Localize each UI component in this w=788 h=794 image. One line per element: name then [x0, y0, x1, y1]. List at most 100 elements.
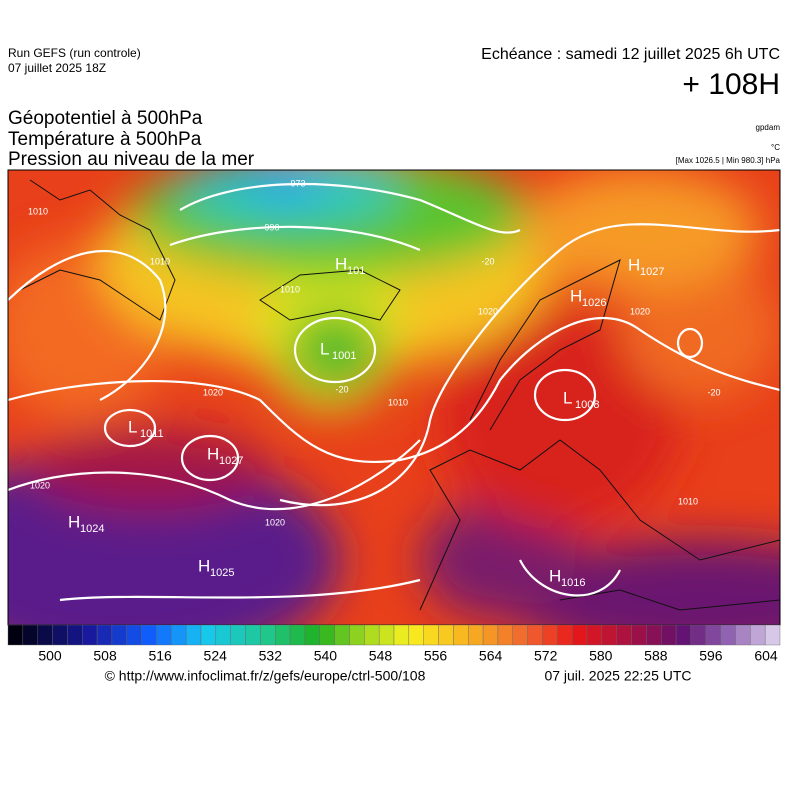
center-letter: L	[320, 339, 329, 358]
isobar-label: 1010	[280, 284, 300, 294]
colorbar-swatch	[245, 624, 261, 646]
title: Géopotentiel à 500hPa	[8, 108, 203, 129]
colorbar-label: 564	[479, 648, 503, 664]
colorbar-label: 596	[699, 648, 723, 664]
center-value: 1011	[140, 428, 164, 440]
colorbar-label: 540	[314, 648, 338, 664]
colorbar-swatch	[512, 624, 528, 646]
center-value: 101	[347, 265, 365, 277]
source-url: © http://www.infoclimat.fr/z/gefs/europe…	[105, 668, 426, 684]
unit: gpdam	[756, 123, 781, 132]
colorbar-swatch	[319, 624, 335, 646]
colorbar-swatch	[571, 624, 588, 646]
colorbar-swatch	[438, 624, 454, 646]
center-letter: H	[207, 444, 219, 463]
colorbar-swatch	[67, 624, 83, 646]
colorbar-swatch	[304, 624, 320, 646]
colorbar-swatch	[661, 624, 677, 646]
colorbar-swatch	[349, 624, 365, 646]
colorbar-swatch	[557, 624, 573, 646]
colorbar-label: 532	[259, 648, 283, 664]
center-letter: H	[198, 556, 210, 575]
colorbar-swatch	[675, 624, 692, 646]
center-letter: H	[549, 566, 561, 585]
colorbar-swatch	[720, 624, 736, 646]
colorbar-swatch	[423, 624, 439, 646]
colorbar-label: 580	[589, 648, 613, 664]
isobar-label: -20	[335, 384, 348, 394]
colorbar-swatch	[542, 624, 558, 646]
colorbar-swatch	[601, 624, 617, 646]
colorbar-swatch	[7, 624, 24, 646]
run-date: 07 juillet 2025 18Z	[8, 61, 106, 75]
unit: °C	[771, 143, 780, 152]
colorbar-swatch	[171, 624, 187, 646]
colorbar-swatch	[275, 624, 291, 646]
unit: [Max 1026.5 | Min 980.3] hPa	[676, 156, 781, 165]
center-letter: L	[563, 388, 572, 407]
isobars	[8, 182, 780, 602]
isobar-label: 1020	[478, 306, 498, 316]
colorbar-swatch	[111, 624, 127, 646]
colorbar-label: 548	[369, 648, 393, 664]
colorbar-swatch	[631, 624, 647, 646]
colorbar-label: 524	[204, 648, 228, 664]
colorbar-swatch	[408, 624, 424, 646]
colorbar-swatch	[690, 624, 706, 646]
map-field	[8, 170, 780, 625]
center-value: 1026	[582, 297, 606, 309]
colorbar-swatch	[735, 624, 751, 646]
center-value: 1001	[332, 350, 356, 362]
colorbar-swatch	[453, 624, 469, 646]
colorbar-swatch	[141, 624, 157, 646]
isobar-label: 1020	[265, 517, 285, 527]
colorbar-swatch	[126, 624, 142, 646]
colorbar-swatch	[750, 624, 766, 646]
isobar-label: -20	[481, 256, 494, 266]
isobar-label: 1020	[203, 387, 223, 397]
colorbar-label: 604	[754, 648, 778, 664]
colorbar-swatch	[22, 624, 38, 646]
colorbar-label: 588	[644, 648, 668, 664]
colorbar-swatch	[646, 624, 662, 646]
center-value: 1008	[575, 399, 599, 411]
center-letter: H	[628, 255, 640, 274]
colorbar-label: 500	[38, 648, 62, 664]
valid-time: Echéance : samedi 12 juillet 2025 6h UTC	[481, 46, 780, 63]
colorbar-swatch	[334, 624, 350, 646]
colorbar-swatch	[289, 624, 306, 646]
isobar-label: 1010	[388, 397, 408, 407]
isobar-label: 1010	[678, 496, 698, 506]
isobar-label: 1020	[630, 306, 650, 316]
colorbar-swatch	[52, 624, 68, 646]
center-value: 1027	[219, 455, 243, 467]
colorbar-label: 516	[148, 648, 172, 664]
colorbar-swatch	[764, 624, 781, 646]
title: Pression au niveau de la mer	[8, 149, 255, 170]
isobar-label: 990	[264, 222, 279, 232]
colorbar-swatch	[37, 624, 53, 646]
center-letter: L	[128, 417, 137, 436]
colorbar-swatch	[156, 624, 172, 646]
lead-time: + 108H	[682, 68, 780, 101]
colorbar-label: 556	[424, 648, 448, 664]
colorbar-swatch	[586, 624, 603, 646]
colorbar-swatch	[260, 624, 276, 646]
colorbar-swatch	[185, 624, 202, 646]
center-letter: H	[335, 254, 347, 273]
colorbar-swatch	[393, 624, 410, 646]
isobar-label: 1010	[150, 256, 170, 266]
isobar-label: 1020	[30, 480, 50, 490]
colorbar-swatch	[705, 624, 721, 646]
center-letter: H	[68, 512, 80, 531]
created-time: 07 juil. 2025 22:25 UTC	[544, 668, 691, 684]
center-value: 1025	[210, 567, 234, 579]
run-name: Run GEFS (run controle)	[8, 46, 141, 60]
colorbar-label: 572	[534, 648, 558, 664]
colorbar-swatch	[482, 624, 499, 646]
colorbar-swatch	[96, 624, 113, 646]
colorbar-swatch	[497, 624, 513, 646]
center-value: 1024	[80, 523, 104, 535]
